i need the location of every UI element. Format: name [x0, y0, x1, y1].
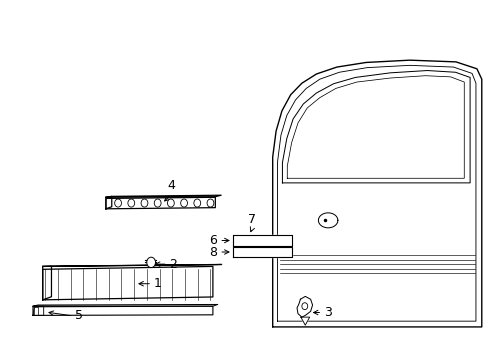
Circle shape — [115, 199, 121, 207]
Circle shape — [154, 199, 161, 207]
Circle shape — [180, 199, 187, 207]
Polygon shape — [106, 195, 221, 197]
Text: 2: 2 — [169, 258, 177, 271]
Circle shape — [141, 199, 147, 207]
Text: 4: 4 — [167, 179, 175, 192]
Text: 1: 1 — [154, 277, 162, 290]
Polygon shape — [232, 247, 291, 257]
Polygon shape — [42, 266, 51, 300]
Circle shape — [301, 303, 307, 310]
Circle shape — [128, 199, 134, 207]
Polygon shape — [42, 266, 212, 300]
Polygon shape — [33, 306, 212, 315]
Polygon shape — [33, 305, 217, 306]
Polygon shape — [106, 196, 112, 209]
Polygon shape — [42, 265, 221, 266]
Circle shape — [206, 199, 213, 207]
Polygon shape — [300, 317, 309, 325]
Text: 8: 8 — [208, 246, 216, 258]
Text: 3: 3 — [323, 306, 331, 319]
Polygon shape — [106, 197, 215, 209]
Circle shape — [193, 199, 200, 207]
Text: 7: 7 — [248, 213, 256, 226]
Polygon shape — [232, 235, 291, 246]
Text: 5: 5 — [75, 310, 83, 323]
Circle shape — [146, 257, 155, 267]
Circle shape — [167, 199, 174, 207]
Text: 6: 6 — [208, 234, 216, 247]
Polygon shape — [296, 296, 312, 317]
